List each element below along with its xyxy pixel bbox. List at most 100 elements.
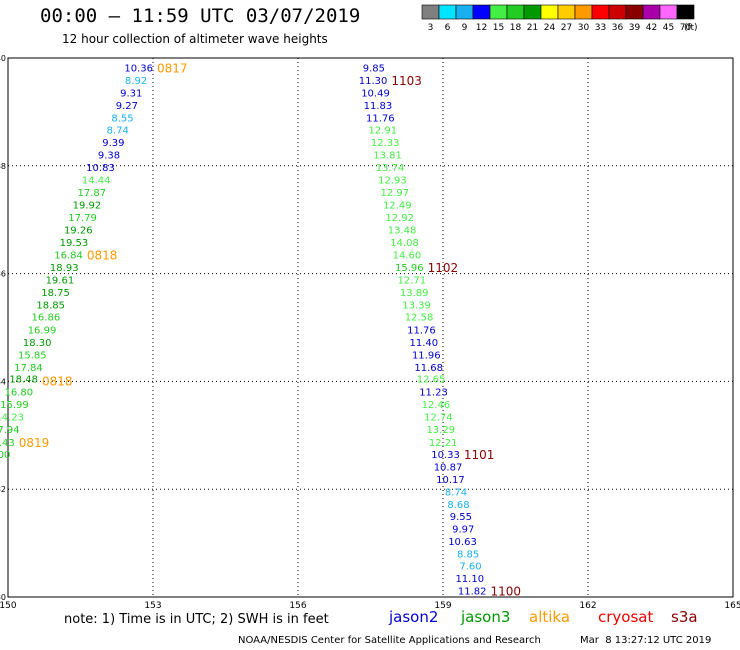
wave-height-value: 12.49 — [383, 201, 412, 212]
pass-time-label: 0818 — [42, 374, 73, 388]
colorbar-label: 9 — [462, 23, 468, 33]
wave-height-value: 19.61 — [46, 276, 75, 287]
wave-height-value: 11.68 — [414, 363, 443, 374]
wave-height-value: 12.74 — [424, 412, 453, 423]
pass-time-label: 0818 — [87, 249, 118, 263]
wave-height-value: 16.00 — [0, 450, 10, 461]
wave-height-value: 15.99 — [0, 400, 29, 411]
colorbar-label: 42 — [646, 23, 657, 33]
colorbar-label: 39 — [629, 23, 641, 33]
chart-subtitle: 12 hour collection of altimeter wave hei… — [62, 32, 328, 46]
wave-height-value: 15.96 — [395, 263, 424, 274]
wave-height-value: 12.65 — [417, 375, 446, 386]
wave-height-value: 10.83 — [86, 163, 115, 174]
colorbar-label: 6 — [445, 23, 451, 33]
wave-height-value: 12.93 — [378, 175, 407, 186]
wave-height-value: 8.85 — [457, 549, 479, 560]
wave-height-value: 13.81 — [373, 150, 402, 161]
wave-height-value: 17.87 — [77, 188, 106, 199]
colorbar-label: 30 — [578, 23, 590, 33]
wave-height-value: 13.29 — [426, 425, 455, 436]
pass-time-label: 1101 — [464, 448, 495, 462]
color-scale-legend: 3 6 9 12 15 18 21 24 27 30 33 36 39 42 45 70(ft) — [421, 4, 698, 33]
wave-height-value: 16.84 — [54, 251, 83, 262]
wave-height-value: 10.49 — [361, 88, 390, 99]
x-tick-label: 165 — [724, 601, 740, 611]
wave-height-value: 9.39 — [102, 138, 124, 149]
wave-height-value: 17.79 — [68, 213, 97, 224]
wave-height-value: 7.60 — [459, 562, 481, 573]
satellite-legend-cryosat: cryosat — [598, 608, 654, 626]
pass-time-label: 1100 — [491, 585, 522, 599]
pass-time-label: 1102 — [428, 261, 459, 275]
wave-height-value: 12.46 — [422, 400, 451, 411]
y-tick-label: 40 — [0, 54, 6, 63]
colorbar-label: 21 — [527, 23, 538, 33]
colorbar-label: 15 — [493, 23, 504, 33]
wave-height-value: 13.74 — [376, 163, 405, 174]
wave-height-value: 11.83 — [364, 101, 393, 112]
wave-height-value: 12.21 — [429, 438, 458, 449]
satellite-legend-jason2: jason2 — [389, 608, 439, 626]
plot-frame — [7, 57, 734, 598]
colorbar-swatch — [676, 4, 695, 20]
wave-height-value: 10.63 — [448, 537, 477, 548]
wave-height-value: 9.27 — [116, 101, 138, 112]
wave-height-value: 12.92 — [385, 213, 414, 224]
wave-height-value: 10.87 — [434, 463, 463, 474]
wave-height-value: 9.55 — [450, 512, 472, 523]
y-tick-label: 38 — [0, 162, 6, 171]
wave-height-value: 9.31 — [120, 88, 142, 99]
wave-height-value: 14.44 — [82, 175, 111, 186]
wave-height-value: 12.33 — [371, 138, 400, 149]
colorbar-label: 3 — [428, 23, 434, 33]
wave-height-value: 10.17 — [436, 475, 465, 486]
wave-height-value: 15.43 — [0, 438, 15, 449]
wave-height-value: 16.99 — [28, 326, 57, 337]
colorbar-label: 33 — [595, 23, 606, 33]
wave-height-value: 8.92 — [125, 76, 147, 87]
wave-height-value: 19.92 — [73, 201, 102, 212]
wave-height-value: 11.10 — [455, 574, 484, 585]
credit-text: NOAA/NESDIS Center for Satellite Applica… — [238, 635, 541, 646]
colorbar-label: 24 — [544, 23, 556, 33]
chart-title: 00:00 – 11:59 UTC 03/07/2019 — [40, 5, 361, 27]
wave-height-value: 13.39 — [402, 300, 431, 311]
wave-height-value: 11.76 — [366, 113, 395, 124]
wave-height-value: 18.93 — [50, 263, 79, 274]
wave-height-value: 18.85 — [36, 300, 65, 311]
wave-height-value: 8.55 — [111, 113, 133, 124]
pass-time-label: 0817 — [157, 62, 188, 76]
satellite-legend-jason3: jason3 — [461, 608, 511, 626]
x-tick-label: 159 — [434, 601, 451, 611]
wave-height-value: 14.60 — [393, 251, 422, 262]
colorbar-label: 45 — [663, 23, 674, 33]
satellite-legend-s3a: s3a — [671, 608, 698, 626]
y-tick-label: 34 — [0, 377, 6, 386]
x-tick-label: 153 — [144, 601, 161, 611]
wave-height-value: 12.97 — [381, 188, 410, 199]
colorbar-label: 12 — [476, 23, 487, 33]
wave-height-value: 19.53 — [60, 238, 89, 249]
x-tick-label: 156 — [289, 601, 306, 611]
wave-height-value: 12.71 — [397, 276, 426, 287]
y-tick-label: 32 — [0, 485, 6, 494]
wave-height-value: 12.91 — [368, 126, 397, 137]
wave-height-value: 19.26 — [64, 225, 93, 236]
wave-height-value: 12.58 — [405, 313, 434, 324]
wave-height-value: 11.30 — [359, 76, 388, 87]
wave-height-value: 14.08 — [390, 238, 419, 249]
y-tick-label: 36 — [0, 270, 6, 279]
wave-height-value: 17.94 — [0, 425, 20, 436]
footer-note: note: 1) Time is in UTC; 2) SWH is in fe… — [64, 612, 329, 627]
wave-height-value: 8.74 — [107, 126, 129, 137]
wave-height-value: 8.74 — [445, 487, 467, 498]
colorbar-unit: (ft) — [684, 23, 698, 33]
wave-height-value: 10.36 — [124, 64, 153, 75]
wave-height-value: 16.86 — [32, 313, 61, 324]
wave-height-value: 9.97 — [452, 525, 474, 536]
colorbar-label: 36 — [612, 23, 624, 33]
wave-height-value: 15.85 — [18, 350, 47, 361]
wave-height-value: 17.84 — [14, 363, 43, 374]
